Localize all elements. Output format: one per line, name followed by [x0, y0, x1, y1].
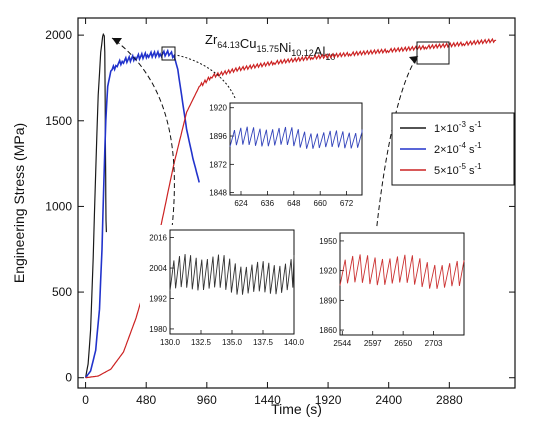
- inset-black-signal: [169, 254, 295, 295]
- x-tick-label: 2400: [375, 393, 402, 407]
- x-tick-label: 960: [197, 393, 217, 407]
- y-tick-label: 1000: [45, 199, 72, 213]
- inset-blue-signal: [229, 126, 363, 149]
- x-tick-label: 0: [82, 393, 89, 407]
- zoom-box-blue: [161, 46, 176, 61]
- inset-red-y-tick-label: 1860: [319, 326, 337, 335]
- inset-blue-x-tick-label: 636: [261, 199, 275, 208]
- inset-blue-x-tick-label: 672: [340, 199, 354, 208]
- inset-blue-y-tick-label: 1920: [209, 104, 227, 113]
- inset-blue-x-tick-label: 648: [287, 199, 301, 208]
- inset-red-y-tick-label: 1920: [319, 267, 337, 276]
- inset-red-x-tick-label: 2650: [394, 339, 412, 348]
- x-tick-label: 1440: [254, 393, 281, 407]
- connector-black: [111, 37, 175, 229]
- inset-blue-x-tick-label: 624: [234, 199, 248, 208]
- arrow-red: [409, 56, 418, 64]
- inset-black-y-tick-label: 1992: [149, 294, 167, 303]
- arrow-black: [112, 38, 122, 45]
- connector-blue: [175, 54, 236, 99]
- inset-black-x-tick-label: 137.5: [253, 338, 274, 347]
- inset-black-x-tick-label: 130.0: [160, 338, 181, 347]
- chart-title: Zr64.13Cu15.75Ni10.12Al10: [205, 32, 335, 62]
- inset-red-x-tick-label: 2597: [364, 339, 382, 348]
- inset-red-y-tick-label: 1890: [319, 296, 337, 305]
- inset-black-y-tick-label: 1980: [149, 325, 167, 334]
- inset-blue-y-tick-label: 1848: [209, 189, 227, 198]
- y-axis-title: Engineering Stress (MPa): [11, 123, 27, 283]
- inset-red-x-tick-label: 2544: [333, 339, 351, 348]
- inset-red-y-tick-label: 1950: [319, 237, 337, 246]
- inset-blue-y-tick-label: 1896: [209, 132, 227, 141]
- inset-red-x-tick-label: 2703: [425, 339, 443, 348]
- zoom-box-red: [416, 41, 450, 65]
- series-line-2: [84, 48, 200, 379]
- inset-black-x-tick-label: 140.0: [284, 338, 305, 347]
- inset-blue-y-tick-label: 1872: [209, 160, 227, 169]
- y-tick-label: 1500: [45, 114, 72, 128]
- plot-frame: [77, 17, 516, 389]
- y-tick-label: 2000: [45, 28, 72, 42]
- x-tick-label: 480: [136, 393, 156, 407]
- legend-label: 1×10-3 s-1: [434, 120, 482, 135]
- inset-black-y-tick-label: 2004: [149, 264, 167, 273]
- x-axis-title: Time (s): [271, 401, 322, 417]
- x-tick-label: 2880: [436, 393, 463, 407]
- y-tick-label: 0: [65, 371, 72, 385]
- inset-black-x-tick-label: 135.0: [222, 338, 243, 347]
- inset-blue-x-tick-label: 660: [314, 199, 328, 208]
- inset-red-signal: [339, 254, 465, 289]
- inset-black-frame: [169, 229, 295, 335]
- inset-black-x-tick-label: 132.5: [191, 338, 212, 347]
- inset-blue-frame: [229, 102, 363, 196]
- inset-black-y-tick-label: 2016: [149, 234, 167, 243]
- x-tick-label: 1920: [315, 393, 342, 407]
- series-line-1: [85, 32, 107, 378]
- y-tick-label: 500: [52, 285, 72, 299]
- legend-label: 2×10-4 s-1: [434, 141, 482, 156]
- legend-label: 5×10-5 s-1: [434, 162, 482, 177]
